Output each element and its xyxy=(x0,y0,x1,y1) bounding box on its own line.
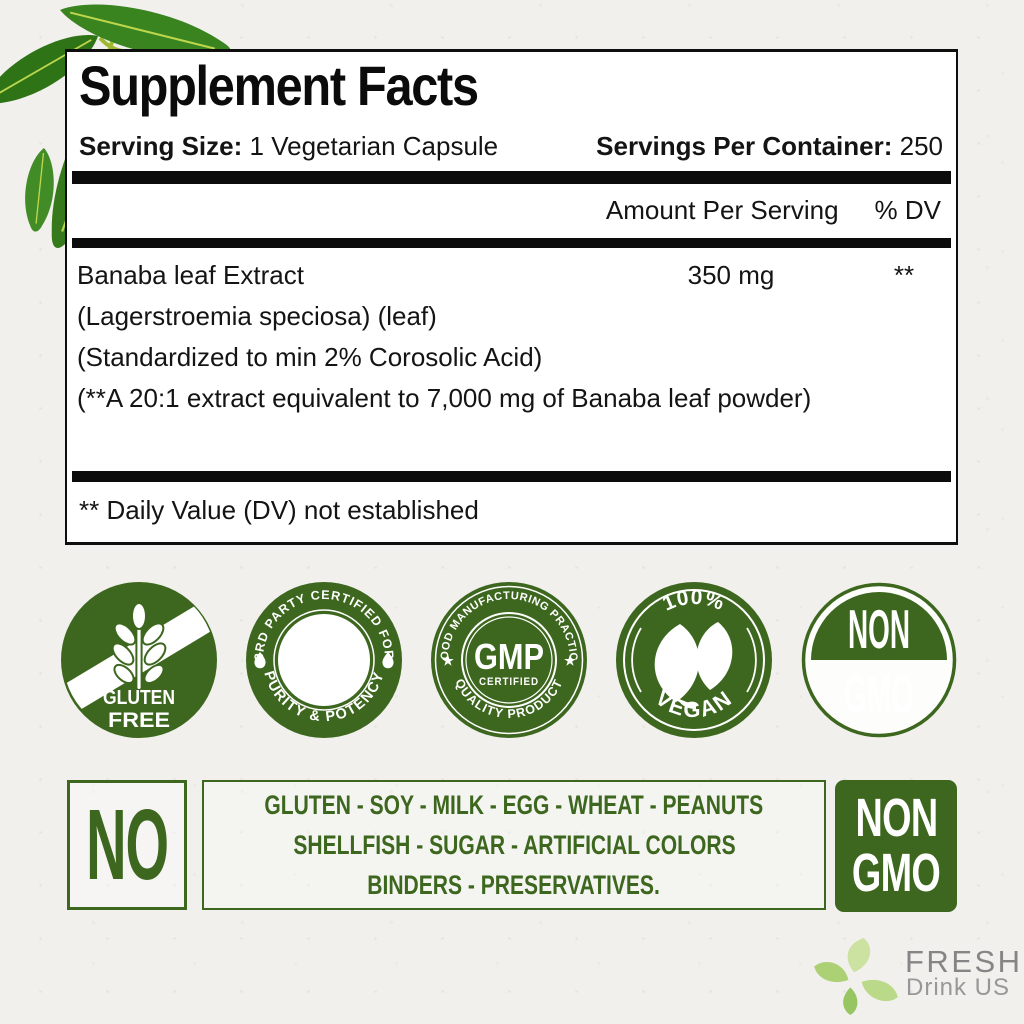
gmo-label: GMO xyxy=(844,663,914,725)
droplet-icon xyxy=(254,652,266,669)
non-gmo-badge-icon: NON GMO xyxy=(801,582,957,738)
lab-tested-badge-icon: 3RD PARTY CERTIFIED FOR PURITY & POTENCY… xyxy=(246,582,402,738)
allergen-line: GLUTEN - SOY - MILK - EGG - WHEAT - PEAN… xyxy=(264,790,764,820)
allergen-list-box: GLUTEN - SOY - MILK - EGG - WHEAT - PEAN… xyxy=(202,780,826,910)
ingredient-name: Banaba leaf Extract xyxy=(77,260,304,290)
column-headers: Amount Per Serving % DV xyxy=(67,195,941,226)
certified-label: CERTIFIED xyxy=(479,676,539,688)
tested-label: TESTED xyxy=(292,671,356,690)
brand-name: FRESH xyxy=(905,944,1023,979)
non-label: NON xyxy=(855,788,938,848)
ingredient-detail: (**A 20:1 extract equivalent to 7,000 mg… xyxy=(77,383,812,413)
col-amount-per-serving: Amount Per Serving xyxy=(605,195,839,225)
ingredient-list: Banaba leaf Extract 350 mg ** (Lagerstro… xyxy=(77,255,942,419)
gmo-label: GMO xyxy=(851,843,941,903)
divider-thick xyxy=(72,171,951,184)
wheat-icon xyxy=(111,602,167,691)
gmp-certified-badge-icon: GOOD MANUFACTURING PRACTICE QUALITY PROD… xyxy=(431,582,587,738)
gluten-label: GLUTEN xyxy=(103,687,175,709)
gluten-free-badge-icon: GLUTEN FREE xyxy=(61,582,217,738)
leaves-icon xyxy=(654,622,733,709)
allergen-line: SHELLFISH - SUGAR - ARTIFICIAL COLORS xyxy=(292,830,736,860)
ingredient-amount: 350 mg xyxy=(687,260,775,290)
logo-leaves-icon xyxy=(814,938,898,1016)
no-label: NO xyxy=(86,789,169,901)
certification-badges-row: GLUTEN FREE 3RD PARTY CERTIFIED FOR PURI… xyxy=(61,582,957,738)
non-label: NON xyxy=(848,598,910,660)
brand-subtitle: Drink US xyxy=(906,974,1011,1001)
dv-footnote: ** Daily Value (DV) not established xyxy=(79,495,479,525)
col-percent-dv: % DV xyxy=(874,195,941,225)
allergen-line: BINDERS - PRESERVATIVES. xyxy=(367,870,661,900)
serving-info-row: Serving Size: 1 Vegetarian Capsule Servi… xyxy=(79,131,943,162)
ingredient-row: Banaba leaf Extract 350 mg ** xyxy=(77,255,942,296)
gmp-label: GMP xyxy=(474,636,544,677)
vegan-badge-icon: 100% VEGAN xyxy=(616,582,772,738)
no-allergens-box: NO xyxy=(67,780,187,910)
droplet-icon xyxy=(382,652,394,669)
non-gmo-box: NON GMO xyxy=(835,780,957,912)
ingredient-dv: ** xyxy=(893,260,915,290)
fresh-drink-us-logo: FRESH Drink US xyxy=(808,936,1024,1016)
free-label: FREE xyxy=(108,709,170,732)
servings-per-container: Servings Per Container: 250 xyxy=(596,131,943,161)
star-icon: ★ xyxy=(442,653,454,668)
ingredient-detail: (Lagerstroemia speciosa) (leaf) xyxy=(77,301,437,331)
divider-thick xyxy=(72,238,951,248)
star-icon: ★ xyxy=(564,653,576,668)
lab-label: LAB xyxy=(295,635,353,677)
ingredient-detail: (Standardized to min 2% Corosolic Acid) xyxy=(77,342,543,372)
serving-size: Serving Size: 1 Vegetarian Capsule xyxy=(79,131,499,161)
panel-title: Supplement Facts xyxy=(79,54,479,117)
divider-thick xyxy=(72,471,951,482)
supplement-facts-panel: Supplement Facts Serving Size: 1 Vegetar… xyxy=(65,49,958,545)
